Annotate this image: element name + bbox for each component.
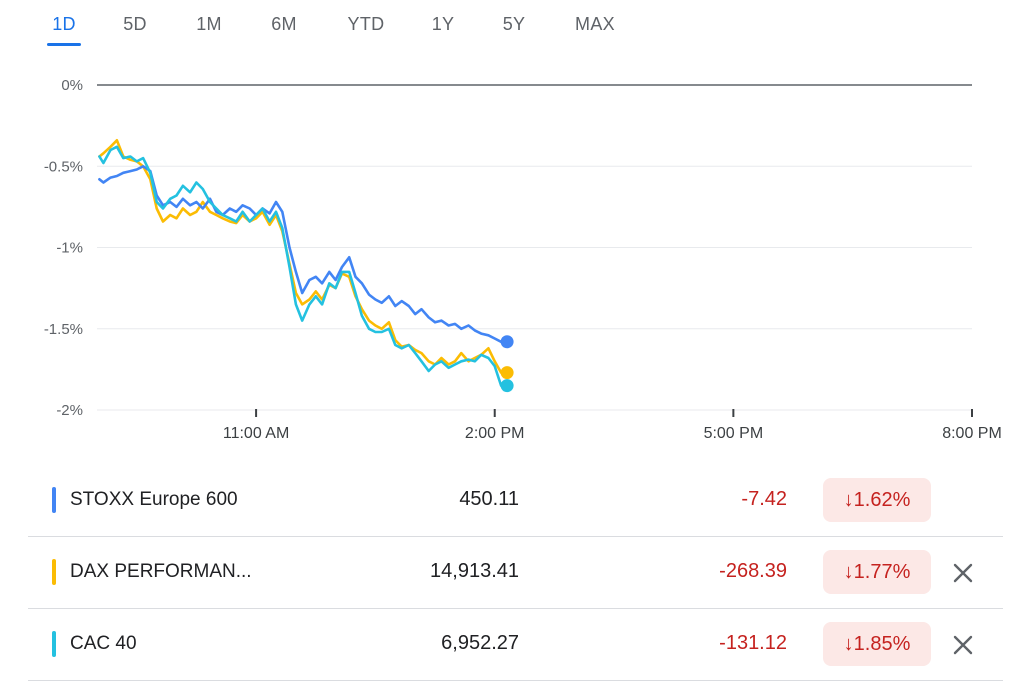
series-end-point bbox=[500, 366, 514, 380]
y-tick-label: -1.5% bbox=[44, 321, 83, 338]
index-percent-badge: ↓1.85% bbox=[823, 622, 931, 666]
tab-max[interactable]: MAX bbox=[569, 14, 621, 42]
tab-label: YTD bbox=[347, 14, 385, 34]
index-name: STOXX Europe 600 bbox=[70, 489, 238, 510]
y-tick-label: -2% bbox=[56, 402, 83, 419]
index-change: -7.42 bbox=[741, 488, 787, 510]
series-end-point bbox=[500, 379, 514, 393]
series-line bbox=[98, 139, 503, 374]
active-tab-indicator bbox=[47, 43, 81, 46]
y-tick-label: -0.5% bbox=[44, 158, 83, 175]
index-percent-badge: ↓1.62% bbox=[823, 478, 931, 522]
index-row-stoxx-europe-600[interactable]: STOXX Europe 600 450.11 -7.42 ↓1.62% bbox=[28, 465, 1003, 537]
tab-label: 1M bbox=[196, 14, 222, 34]
tab-label: 6M bbox=[271, 14, 297, 34]
x-tick-label: 2:00 PM bbox=[465, 425, 525, 442]
series-line bbox=[98, 145, 503, 387]
index-price: 450.11 bbox=[459, 488, 519, 510]
index-row-cac-40[interactable]: CAC 40 6,952.27 -131.12 ↓1.85% bbox=[28, 609, 1003, 681]
tab-label: 1D bbox=[52, 14, 76, 34]
close-icon[interactable] bbox=[948, 630, 978, 660]
tab-1y[interactable]: 1Y bbox=[428, 14, 458, 42]
index-name: CAC 40 bbox=[70, 633, 137, 654]
tab-label: 5D bbox=[123, 14, 147, 34]
index-price: 14,913.41 bbox=[430, 560, 519, 582]
tab-1m[interactable]: 1M bbox=[191, 14, 227, 42]
tab-5y[interactable]: 5Y bbox=[497, 14, 531, 42]
tab-6m[interactable]: 6M bbox=[266, 14, 302, 42]
tab-label: MAX bbox=[575, 14, 615, 34]
x-tick-label: 8:00 PM bbox=[942, 425, 1002, 442]
index-comparison-chart: 0% -0.5% -1% -1.5% -2% 11:00 AM 2:00 PM 5:00 P… bbox=[44, 77, 1002, 442]
index-price: 6,952.27 bbox=[441, 632, 519, 654]
y-tick-label: -1% bbox=[56, 240, 83, 257]
tab-ytd[interactable]: YTD bbox=[343, 14, 389, 42]
series-color-swatch bbox=[52, 487, 56, 513]
index-percent-badge: ↓1.77% bbox=[823, 550, 931, 594]
y-tick-label: 0% bbox=[61, 77, 83, 94]
series-color-swatch bbox=[52, 559, 56, 585]
series-color-swatch bbox=[52, 631, 56, 657]
series-end-point bbox=[500, 335, 514, 349]
tab-1d[interactable]: 1D bbox=[47, 14, 81, 46]
index-list: STOXX Europe 600 450.11 -7.42 ↓1.62% DAX… bbox=[28, 465, 1003, 681]
index-row-dax-performance[interactable]: DAX PERFORMAN... 14,913.41 -268.39 ↓1.77… bbox=[28, 537, 1003, 609]
tab-label: 5Y bbox=[502, 14, 526, 34]
tab-label: 1Y bbox=[431, 14, 455, 34]
time-range-tabs: 1D 5D 1M 6M YTD 1Y 5Y MAX bbox=[0, 0, 1023, 50]
x-tick-label: 5:00 PM bbox=[704, 425, 764, 442]
x-tick-label: 11:00 AM bbox=[223, 425, 289, 442]
index-change: -268.39 bbox=[719, 560, 787, 582]
index-name: DAX PERFORMAN... bbox=[70, 561, 252, 582]
index-change: -131.12 bbox=[719, 632, 787, 654]
close-icon[interactable] bbox=[948, 558, 978, 588]
tab-5d[interactable]: 5D bbox=[118, 14, 152, 42]
